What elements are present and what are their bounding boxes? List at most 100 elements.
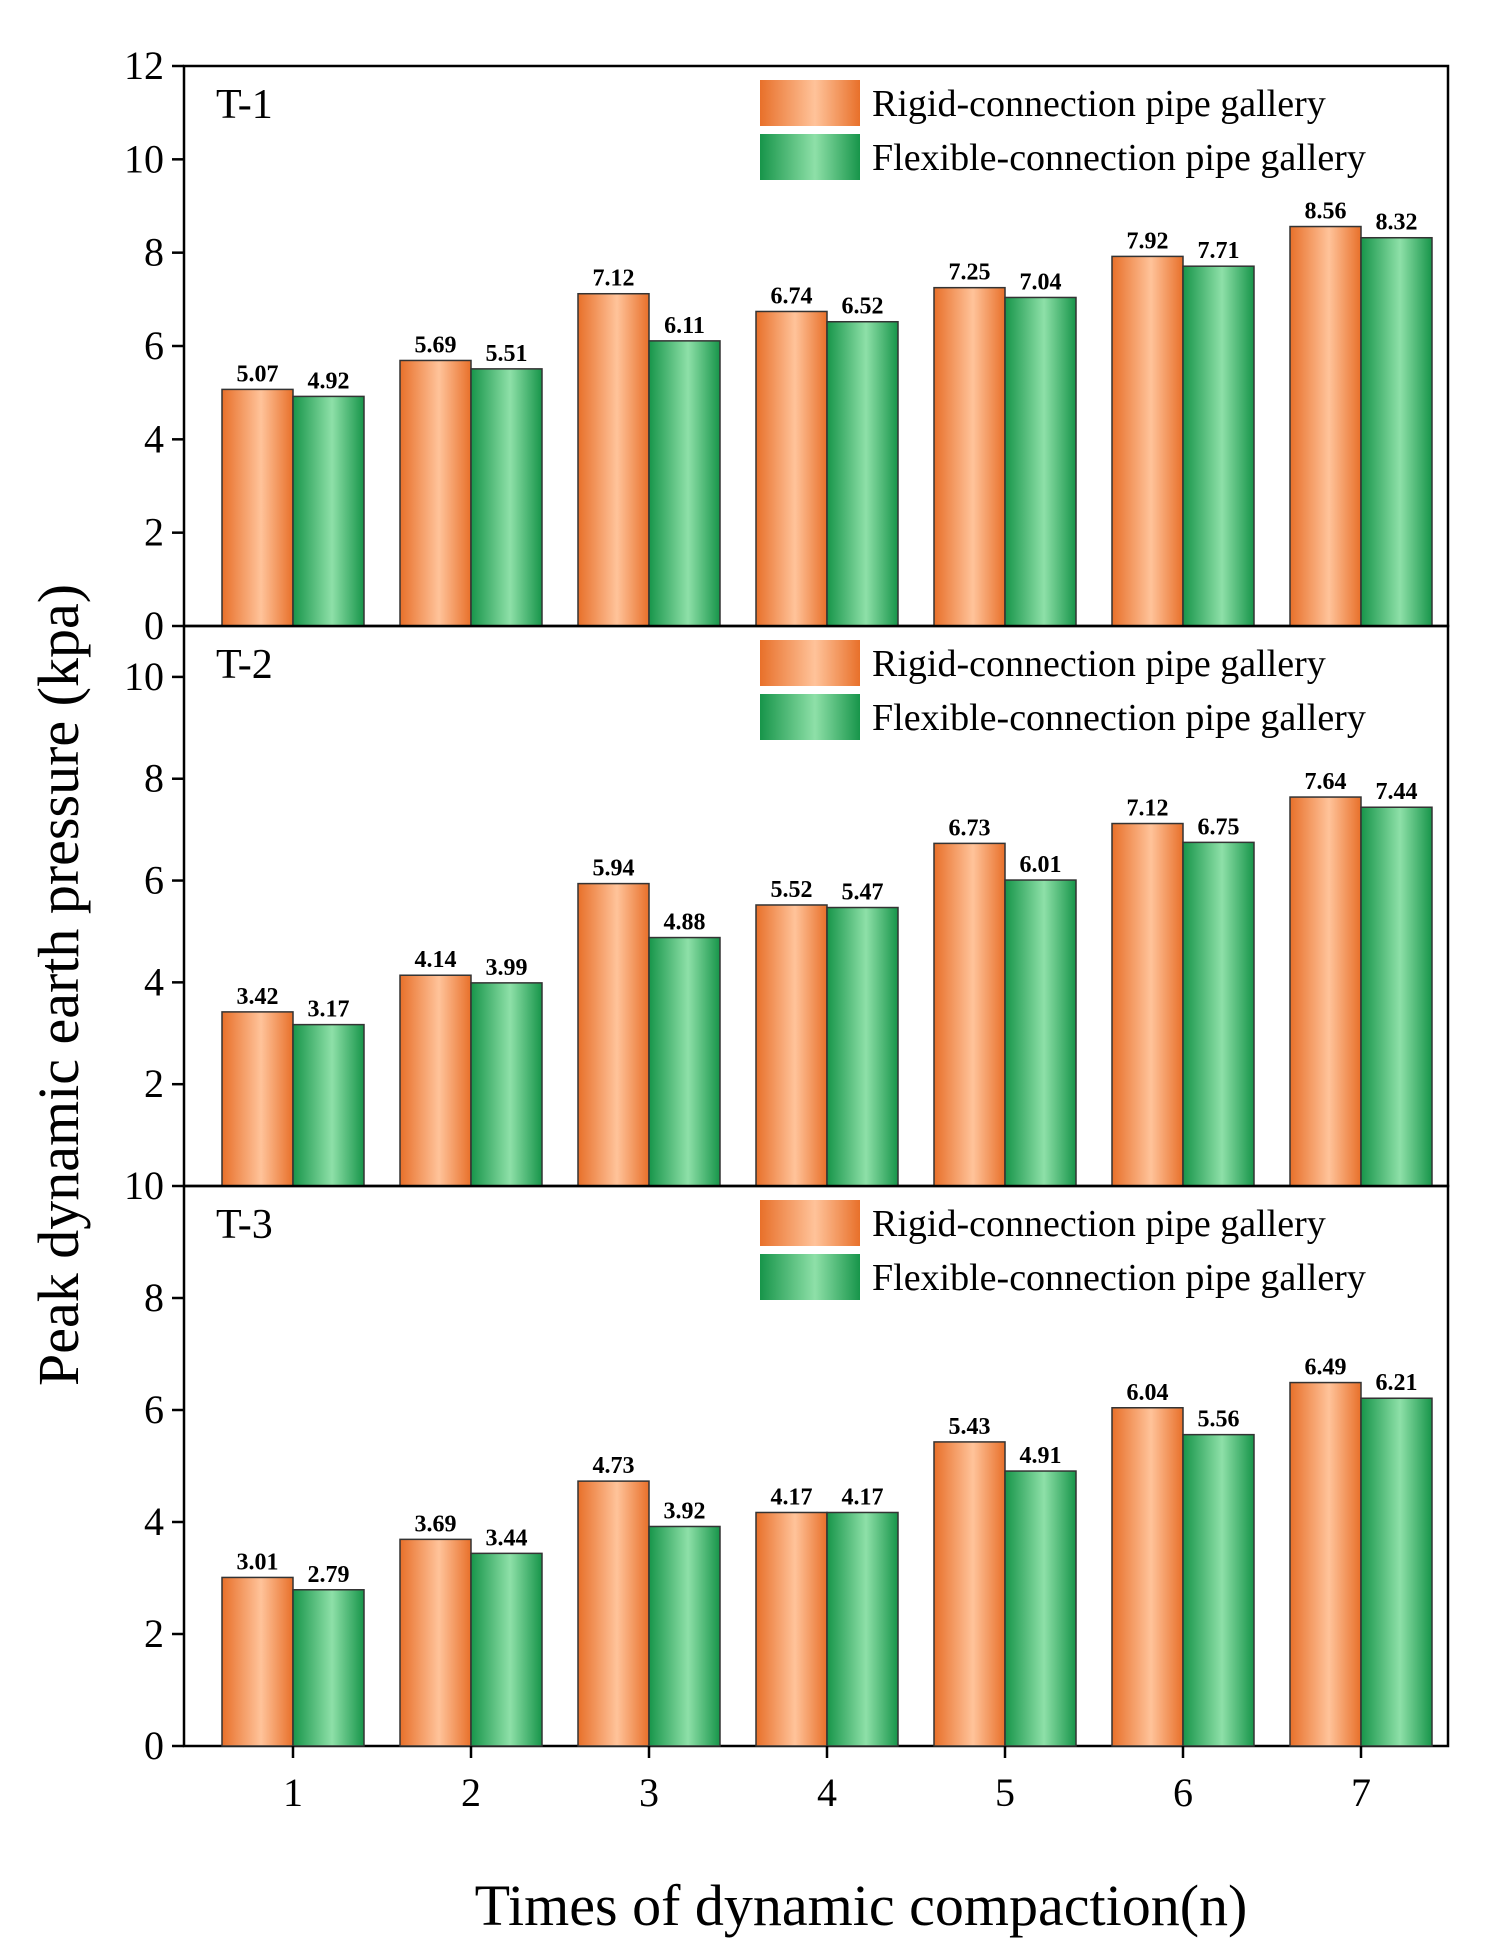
flexible-bar-label: 3.17 <box>308 997 350 1023</box>
x-tick-label: 7 <box>1351 1770 1371 1815</box>
rigid-bar-label: 7.12 <box>1127 796 1169 822</box>
rigid-bar-label: 7.92 <box>1127 228 1169 254</box>
flexible-bar-label: 3.44 <box>486 1525 528 1551</box>
y-tick-label: 10 <box>124 136 164 181</box>
rigid-bar <box>755 1511 828 1747</box>
y-tick-label: 6 <box>144 1387 164 1432</box>
rigid-bar <box>577 1480 650 1747</box>
panel-t-3: 0 2 4 6 8 10 3.01 3.69 4.73 4.17 5.43 6.04 6.49 2.79 3… <box>124 1163 1450 1768</box>
y-tick-label: 8 <box>144 230 164 275</box>
flexible-bar <box>648 1525 721 1747</box>
flexible-bar <box>1182 265 1255 627</box>
flexible-bar <box>1182 1433 1255 1747</box>
legend-label-rigid: Rigid-connection pipe gallery <box>872 643 1326 685</box>
legend-label-flexible: Flexible-connection pipe gallery <box>872 137 1366 179</box>
flexible-bar <box>470 982 543 1187</box>
legend-swatch-flexible <box>760 694 860 740</box>
x-tick-label: 1 <box>283 1770 303 1815</box>
y-tick-label: 2 <box>144 1611 164 1656</box>
legend-swatch-rigid <box>760 640 860 686</box>
y-tick-label: 6 <box>144 858 164 903</box>
flexible-bar-label: 3.92 <box>664 1498 706 1524</box>
y-tick-label: 12 <box>124 43 164 88</box>
rigid-bar-label: 5.43 <box>949 1414 991 1440</box>
rigid-bar <box>221 1576 294 1747</box>
rigid-bar-label: 5.69 <box>415 332 457 358</box>
y-tick-label: 2 <box>144 510 164 555</box>
flexible-bar <box>1004 1470 1077 1747</box>
rigid-bar-label: 8.56 <box>1305 199 1347 225</box>
flexible-bar-label: 3.99 <box>486 955 528 981</box>
x-tick-label: 2 <box>461 1770 481 1815</box>
flexible-bar-label: 7.44 <box>1376 779 1418 805</box>
rigid-bar-label: 7.64 <box>1305 769 1347 795</box>
x-axis-title: Times of dynamic compaction(n) <box>475 1873 1248 1938</box>
panel-label: T-1 <box>216 82 273 128</box>
y-tick-label: 0 <box>144 1723 164 1768</box>
y-tick-label: 6 <box>144 323 164 368</box>
flexible-bar-label: 2.79 <box>308 1562 350 1588</box>
flexible-bar-label: 4.88 <box>664 910 706 936</box>
flexible-bar <box>1360 806 1433 1187</box>
rigid-bar-label: 6.04 <box>1127 1380 1169 1406</box>
flexible-bar <box>648 936 721 1187</box>
legend-label-flexible: Flexible-connection pipe gallery <box>872 697 1366 739</box>
rigid-bar <box>1289 225 1362 627</box>
flexible-bar-label: 7.04 <box>1020 269 1062 295</box>
flexible-bar-label: 7.71 <box>1198 238 1240 264</box>
flexible-bar-label: 5.47 <box>842 880 884 906</box>
legend-swatch-flexible <box>760 1254 860 1300</box>
flexible-bar <box>1004 296 1077 627</box>
rigid-bar <box>221 1011 294 1187</box>
rigid-bar <box>1289 1381 1362 1747</box>
y-tick-label: 10 <box>124 654 164 699</box>
rigid-bar-label: 6.73 <box>949 815 991 841</box>
x-tick-label: 3 <box>639 1770 659 1815</box>
panel-t-2: 2 4 6 8 10 3.42 4.14 5.94 5.52 6.73 7.12 7.64 3.17 3.… <box>124 624 1450 1188</box>
x-tick-label: 5 <box>995 1770 1015 1815</box>
legend-label-rigid: Rigid-connection pipe gallery <box>872 83 1326 125</box>
flexible-bar <box>1004 879 1077 1187</box>
legend-swatch-rigid <box>760 80 860 126</box>
y-tick-label: 2 <box>144 1061 164 1106</box>
flexible-bar <box>826 320 899 627</box>
rigid-bar <box>755 904 828 1187</box>
flexible-bar-label: 6.01 <box>1020 852 1062 878</box>
rigid-bar-label: 5.52 <box>771 877 813 903</box>
flexible-bar <box>292 1589 365 1747</box>
x-tick-label: 6 <box>1173 1770 1193 1815</box>
flexible-bar <box>470 368 543 627</box>
y-tick-label: 4 <box>144 1499 164 1544</box>
flexible-bar-label: 5.56 <box>1198 1407 1240 1433</box>
flexible-bar <box>826 906 899 1187</box>
flexible-bar-label: 8.32 <box>1376 210 1418 236</box>
rigid-bar-label: 6.49 <box>1305 1355 1347 1381</box>
rigid-bar-label: 4.17 <box>771 1484 813 1510</box>
flexible-bar <box>292 395 365 627</box>
flexible-bar <box>648 340 721 627</box>
panel-label: T-3 <box>216 1202 273 1248</box>
y-tick-label: 0 <box>144 603 164 648</box>
panel-label: T-2 <box>216 642 273 688</box>
rigid-bar-label: 5.07 <box>237 361 279 387</box>
rigid-bar-label: 6.74 <box>771 283 813 309</box>
flexible-bar <box>826 1511 899 1747</box>
legend-label-rigid: Rigid-connection pipe gallery <box>872 1203 1326 1245</box>
x-tick-label: 4 <box>817 1770 837 1815</box>
rigid-bar <box>933 1441 1006 1747</box>
rigid-bar <box>933 286 1006 627</box>
rigid-bar-label: 7.25 <box>949 260 991 286</box>
flexible-bar <box>470 1552 543 1747</box>
y-tick-label: 4 <box>144 416 164 461</box>
rigid-bar-label: 3.01 <box>237 1549 279 1575</box>
legend-label-flexible: Flexible-connection pipe gallery <box>872 1257 1366 1299</box>
y-tick-label: 8 <box>144 1275 164 1320</box>
panel-t-1: 0 2 4 6 8 10 12 5.07 5.69 7.12 6.74 7.25 7.92 8.56 4.9… <box>124 43 1450 648</box>
rigid-bar <box>1289 796 1362 1187</box>
rigid-bar-label: 3.69 <box>415 1511 457 1537</box>
y-axis-title: Peak dynamic earth pressure (kpa) <box>26 584 91 1386</box>
flexible-bar-label: 4.91 <box>1020 1443 1062 1469</box>
rigid-bar-label: 5.94 <box>593 856 635 882</box>
y-tick-label: 4 <box>144 959 164 1004</box>
rigid-bar-label: 4.73 <box>593 1453 635 1479</box>
